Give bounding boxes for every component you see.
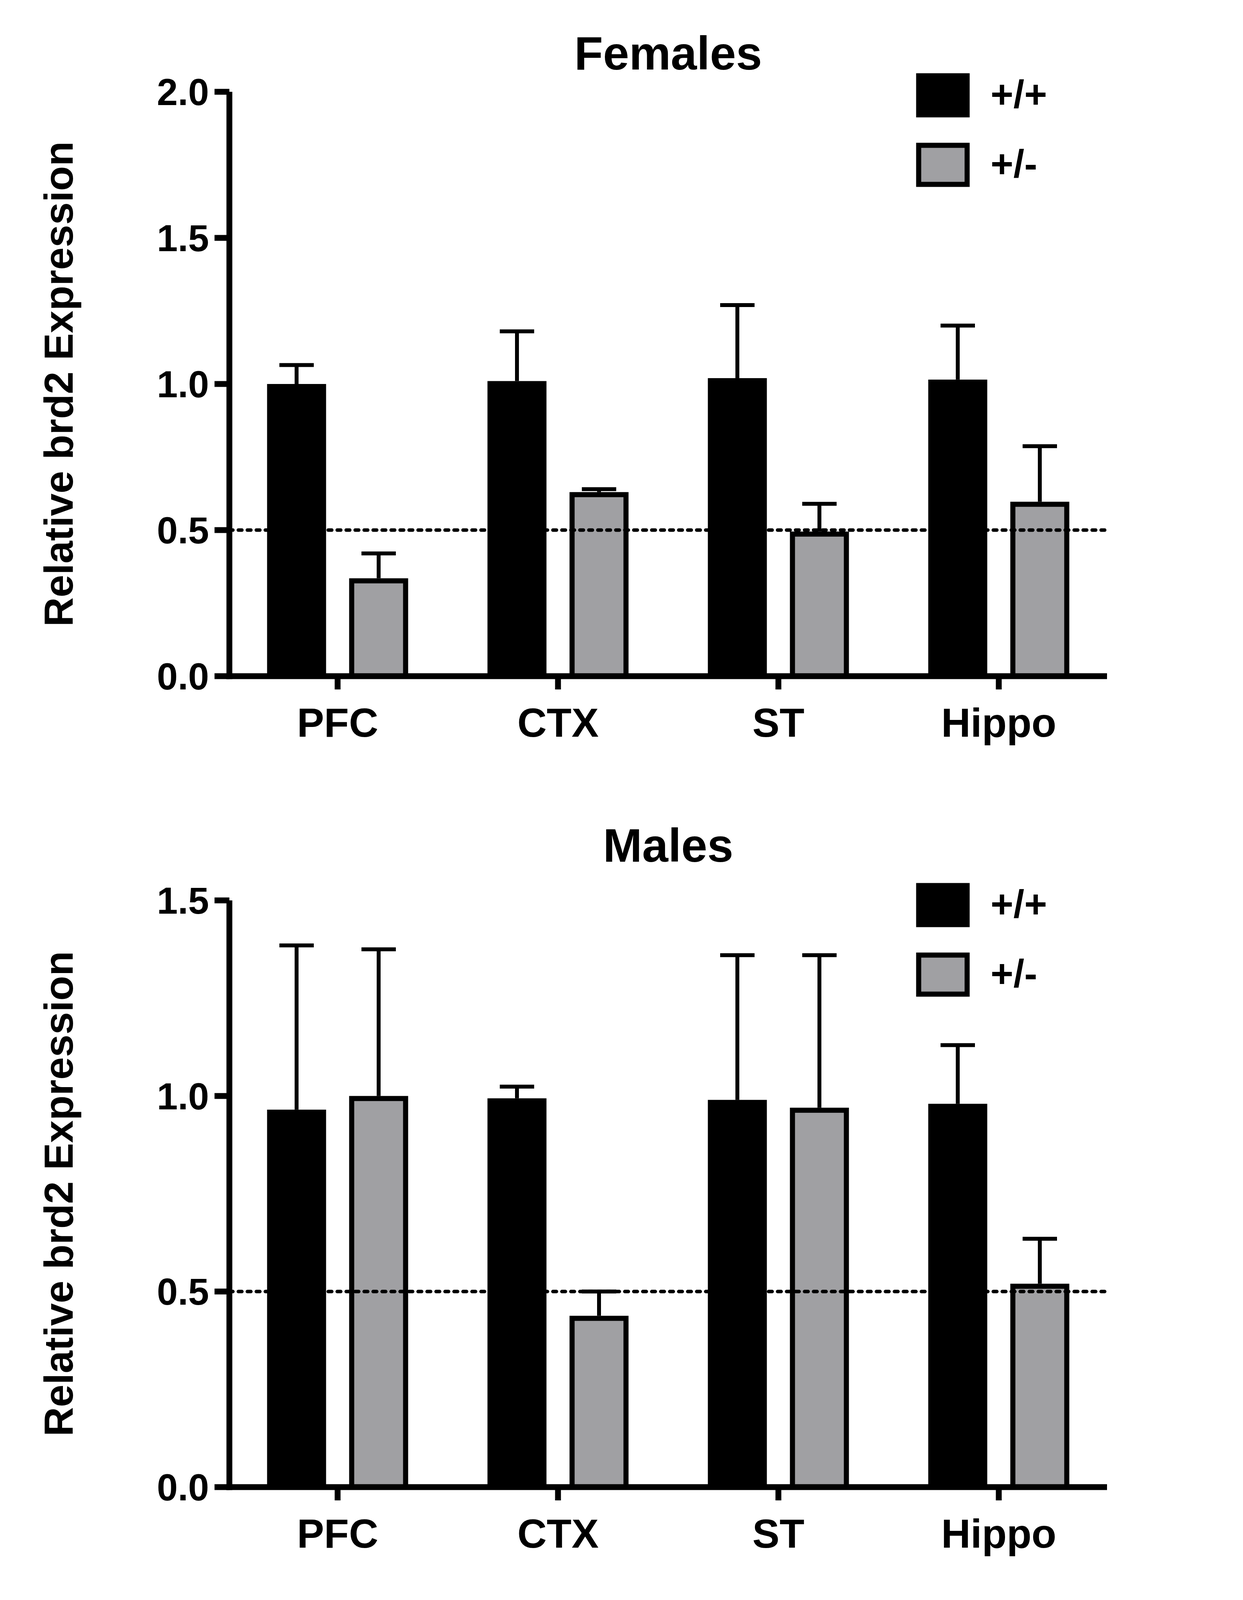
error-bar — [1022, 1239, 1057, 1285]
bar — [710, 1102, 765, 1488]
error-bar — [581, 489, 617, 492]
legend-label: +/- — [990, 951, 1038, 996]
legend-swatch — [918, 955, 968, 995]
legend-swatch — [918, 145, 968, 185]
error-bar — [940, 325, 975, 380]
y-tick-label: 2.0 — [157, 71, 210, 113]
x-tick — [334, 1487, 341, 1501]
error-bar — [802, 504, 837, 532]
y-tick-label: 0.0 — [157, 1466, 210, 1509]
error-bar — [499, 331, 535, 381]
x-axis — [226, 1484, 1108, 1491]
error-bar — [279, 364, 314, 385]
title: Females — [574, 26, 762, 80]
error-bar — [802, 955, 837, 1109]
marks — [229, 305, 1108, 677]
error-bar — [940, 1045, 975, 1104]
y-axis — [226, 900, 233, 1491]
x-tick-label: PFC — [296, 1511, 379, 1557]
reference-line — [229, 528, 1108, 533]
legend-label: +/- — [990, 141, 1038, 186]
x-tick-label: ST — [752, 700, 805, 746]
x-tick — [775, 676, 782, 690]
x-tick — [775, 1487, 782, 1501]
legend: +/+ +/- — [918, 882, 1048, 996]
bar — [572, 494, 626, 677]
error-bar — [361, 553, 396, 579]
bar — [930, 1106, 985, 1488]
x-tick-label: CTX — [517, 1511, 599, 1557]
error-bar — [720, 305, 755, 379]
legend-label: +/+ — [990, 72, 1048, 117]
panel: Males Relative brd2 Expression 0.0 0.5 1.0 1.… — [35, 819, 1108, 1557]
x-tick — [555, 676, 562, 690]
legend: +/+ +/- — [918, 72, 1048, 186]
error-bar — [720, 955, 755, 1100]
bar — [1012, 1286, 1067, 1488]
x-tick — [555, 1487, 562, 1501]
marks — [229, 945, 1108, 1488]
title: Males — [602, 819, 734, 872]
x-tick-label: PFC — [296, 700, 379, 746]
legend-swatch — [918, 885, 968, 925]
y-tick-label: 0.5 — [157, 509, 210, 552]
x-axis — [226, 673, 1108, 680]
x-tick-label: Hippo — [941, 1511, 1057, 1557]
bar — [792, 534, 847, 677]
error-bar — [499, 1087, 535, 1099]
bar — [572, 1318, 626, 1488]
legend-swatch — [918, 75, 968, 115]
y-tick-label: 1.0 — [157, 363, 210, 406]
error-bar — [1022, 446, 1057, 502]
x-tick-label: CTX — [517, 700, 599, 746]
error-bar — [361, 949, 396, 1097]
error-bar — [279, 945, 314, 1111]
panel: Females Relative brd2 Expression 0.0 0.5 1.0… — [35, 26, 1108, 746]
bar — [269, 1112, 324, 1488]
y-tick-label: 1.5 — [157, 879, 210, 922]
legend-label: +/+ — [990, 882, 1048, 927]
x-tick — [996, 1487, 1002, 1501]
reference-line — [229, 1290, 1108, 1294]
y-tick-label: 0.0 — [157, 655, 210, 698]
x-tick — [334, 676, 341, 690]
y-tick-label: 1.5 — [157, 217, 210, 260]
x-tick — [996, 676, 1002, 690]
y-tick-label: 1.0 — [157, 1075, 210, 1118]
bar — [792, 1110, 847, 1488]
bar — [351, 581, 406, 677]
y-tick-label: 0.5 — [157, 1271, 210, 1313]
bar — [490, 1101, 544, 1488]
x-tick-label: ST — [752, 1511, 805, 1557]
y-axis-label: Relative brd2 Expression — [35, 141, 82, 628]
error-bar — [581, 1291, 617, 1317]
y-axis-label: Relative brd2 Expression — [35, 951, 82, 1438]
y-axis — [226, 91, 233, 680]
figure: Females Relative brd2 Expression 0.0 0.5 1.0… — [0, 0, 1243, 1600]
x-tick-label: Hippo — [941, 700, 1057, 746]
